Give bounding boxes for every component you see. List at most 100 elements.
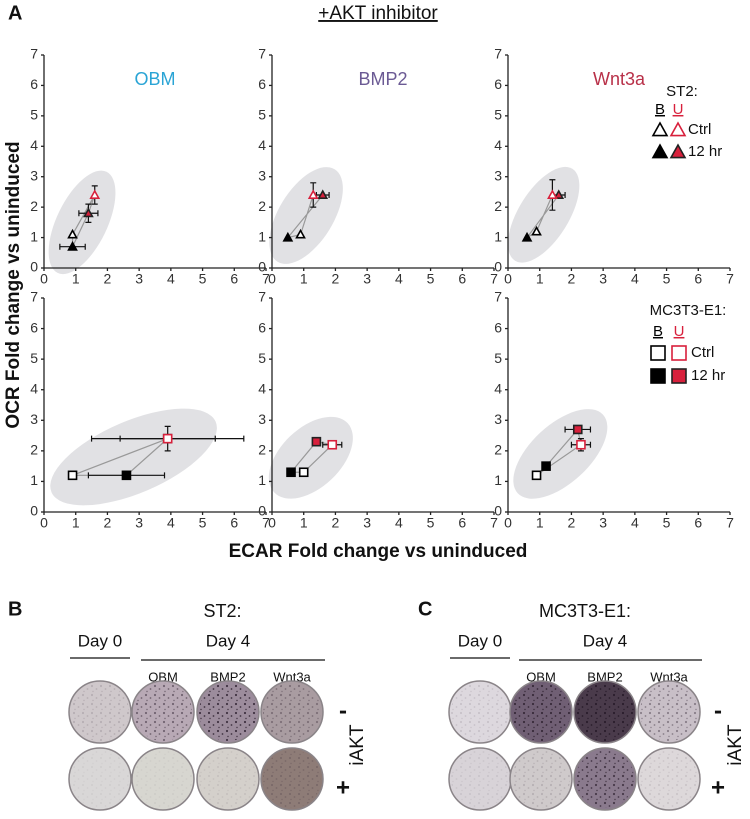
x-tick-label: 6 bbox=[458, 271, 466, 287]
x-tick-label: 7 bbox=[726, 515, 734, 531]
day-label: Day 4 bbox=[206, 631, 250, 650]
well-stain bbox=[263, 683, 321, 741]
x-tick-label: 6 bbox=[230, 271, 238, 287]
x-tick-label: 0 bbox=[268, 515, 276, 531]
legend-marker bbox=[650, 345, 666, 361]
well-stain bbox=[512, 683, 570, 741]
marker bbox=[311, 436, 322, 447]
x-tick-label: 7 bbox=[490, 515, 498, 531]
x-tick-label: 0 bbox=[504, 515, 512, 531]
well-stain bbox=[71, 683, 129, 741]
x-tick-label: 7 bbox=[262, 515, 270, 531]
condition-label: OBM bbox=[526, 669, 556, 684]
well-stain bbox=[71, 750, 129, 808]
y-tick-label: 6 bbox=[494, 76, 502, 92]
x-tick-label: 3 bbox=[599, 271, 607, 287]
day-label: Day 0 bbox=[458, 631, 502, 650]
y-tick-label: 1 bbox=[30, 472, 38, 488]
well-stain bbox=[512, 750, 570, 808]
x-tick-label: 2 bbox=[104, 271, 112, 287]
y-tick-label: 3 bbox=[258, 411, 266, 427]
y-tick-label: 0 bbox=[258, 259, 266, 275]
legend-title: ST2: bbox=[666, 83, 698, 100]
panel-label: A bbox=[8, 2, 22, 24]
marker bbox=[317, 189, 329, 199]
x-tick-label: 4 bbox=[167, 271, 175, 287]
y-tick-label: 6 bbox=[30, 319, 38, 335]
x-tick-label: 0 bbox=[40, 515, 48, 531]
legend-column: B bbox=[653, 323, 663, 340]
well-stain bbox=[199, 683, 257, 741]
day-label: Day 4 bbox=[583, 631, 627, 650]
well-stain bbox=[640, 750, 698, 808]
legend-title: MC3T3-E1: bbox=[650, 302, 727, 319]
x-tick-label: 4 bbox=[631, 515, 639, 531]
y-tick-label: 7 bbox=[30, 46, 38, 62]
marker bbox=[286, 467, 296, 478]
y-tick-label: 0 bbox=[30, 503, 38, 519]
legend-marker bbox=[671, 345, 687, 361]
y-tick-label: 0 bbox=[494, 503, 502, 519]
y-tick-label: 7 bbox=[258, 289, 266, 305]
well-stain bbox=[263, 750, 321, 808]
x-tick-label: 3 bbox=[363, 271, 371, 287]
x-tick-label: 5 bbox=[663, 271, 671, 287]
condition-label: Wnt3a bbox=[273, 669, 311, 684]
legend-column: U bbox=[674, 323, 685, 340]
condition-label: BMP2 bbox=[210, 669, 245, 684]
marker bbox=[572, 424, 583, 435]
x-tick-label: 3 bbox=[135, 515, 143, 531]
x-tick-label: 6 bbox=[694, 515, 702, 531]
y-tick-label: 1 bbox=[258, 228, 266, 244]
y-tick-label: 2 bbox=[494, 198, 502, 214]
well-stain bbox=[576, 750, 634, 808]
marker bbox=[67, 241, 78, 251]
y-tick-label: 2 bbox=[258, 442, 266, 458]
legend-marker bbox=[651, 121, 669, 137]
marker bbox=[521, 231, 533, 242]
well-stain bbox=[451, 750, 509, 808]
marker bbox=[295, 228, 306, 239]
legend-marker bbox=[671, 368, 687, 384]
x-tick-label: 5 bbox=[427, 515, 435, 531]
y-tick-label: 4 bbox=[494, 137, 502, 153]
marker bbox=[307, 189, 319, 199]
well-stain bbox=[640, 683, 698, 741]
y-tick-label: 7 bbox=[30, 289, 38, 305]
x-tick-label: 1 bbox=[536, 515, 544, 531]
x-axis-label: ECAR Fold change vs uninduced bbox=[229, 541, 528, 562]
x-tick-label: 7 bbox=[262, 271, 270, 287]
y-tick-label: 6 bbox=[258, 76, 266, 92]
well-stain bbox=[134, 750, 192, 808]
y-tick-label: 3 bbox=[258, 167, 266, 183]
panel-title: ST2: bbox=[203, 601, 241, 621]
panel-title: MC3T3-E1: bbox=[539, 601, 631, 621]
x-tick-label: 1 bbox=[72, 271, 80, 287]
y-tick-label: 6 bbox=[494, 319, 502, 335]
marker bbox=[89, 189, 101, 199]
marker bbox=[531, 470, 542, 481]
panel-title: Wnt3a bbox=[593, 69, 646, 89]
y-tick-label: 5 bbox=[494, 350, 502, 366]
y-tick-label: 0 bbox=[30, 259, 38, 275]
marker bbox=[541, 461, 551, 471]
x-tick-label: 0 bbox=[40, 271, 48, 287]
row-sign: + bbox=[336, 774, 350, 801]
x-tick-label: 4 bbox=[167, 515, 175, 531]
x-tick-label: 2 bbox=[568, 271, 576, 287]
marker bbox=[298, 467, 309, 478]
y-tick-label: 4 bbox=[30, 380, 38, 396]
well-stain bbox=[576, 683, 634, 741]
x-tick-label: 2 bbox=[104, 515, 112, 531]
y-tick-label: 5 bbox=[30, 107, 38, 123]
legend-marker bbox=[651, 143, 669, 159]
y-tick-label: 7 bbox=[494, 289, 502, 305]
cluster-ellipse bbox=[50, 408, 217, 506]
legend-row: 12 hr bbox=[691, 367, 725, 384]
row-sign: - bbox=[714, 697, 722, 724]
y-tick-label: 1 bbox=[30, 228, 38, 244]
panel-label: B bbox=[8, 598, 22, 620]
y-tick-label: 5 bbox=[258, 350, 266, 366]
x-tick-label: 2 bbox=[332, 515, 340, 531]
y-tick-label: 3 bbox=[30, 411, 38, 427]
